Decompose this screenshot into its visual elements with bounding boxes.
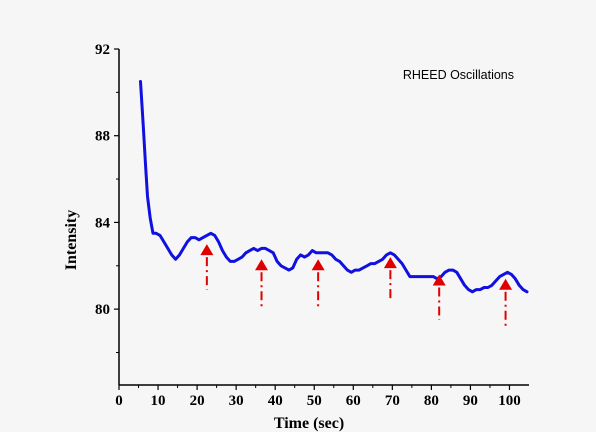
peak-arrow-head <box>383 257 397 269</box>
x-axis-title: Time (sec) <box>274 415 344 432</box>
marker-group <box>200 244 513 329</box>
peak-arrow-head <box>432 274 446 286</box>
x-tick-label: 10 <box>151 393 166 409</box>
y-tick-label: 88 <box>95 129 110 145</box>
x-tick-label: 40 <box>268 393 283 409</box>
peak-arrow-head <box>255 259 269 271</box>
y-axis-ticks: 80 84 88 92 <box>95 42 119 353</box>
intensity-series-line <box>139 80 529 294</box>
x-tick-label: 80 <box>424 393 439 409</box>
x-tick-label: 60 <box>346 393 361 409</box>
x-tick-label: 30 <box>229 393 244 409</box>
x-tick-label: 70 <box>385 393 400 409</box>
y-axis-title: Intensity <box>63 210 80 270</box>
legend-label: RHEED Oscillations <box>403 68 514 82</box>
y-tick-label: 80 <box>95 302 110 318</box>
peak-arrow-head <box>200 244 214 256</box>
peak-arrow-head <box>499 278 513 290</box>
x-axis-ticks: 0 10 20 30 40 50 60 70 80 90 100 <box>115 385 521 409</box>
x-tick-label: 50 <box>307 393 322 409</box>
x-tick-label: 20 <box>190 393 205 409</box>
series-group <box>139 80 529 294</box>
x-tick-label: 90 <box>463 393 478 409</box>
x-tick-label: 100 <box>498 393 521 409</box>
y-tick-label: 84 <box>95 215 111 231</box>
peak-arrow-head <box>311 259 325 271</box>
plot-axes <box>118 49 529 386</box>
x-tick-label: 0 <box>115 393 123 409</box>
y-tick-label: 92 <box>95 42 110 58</box>
